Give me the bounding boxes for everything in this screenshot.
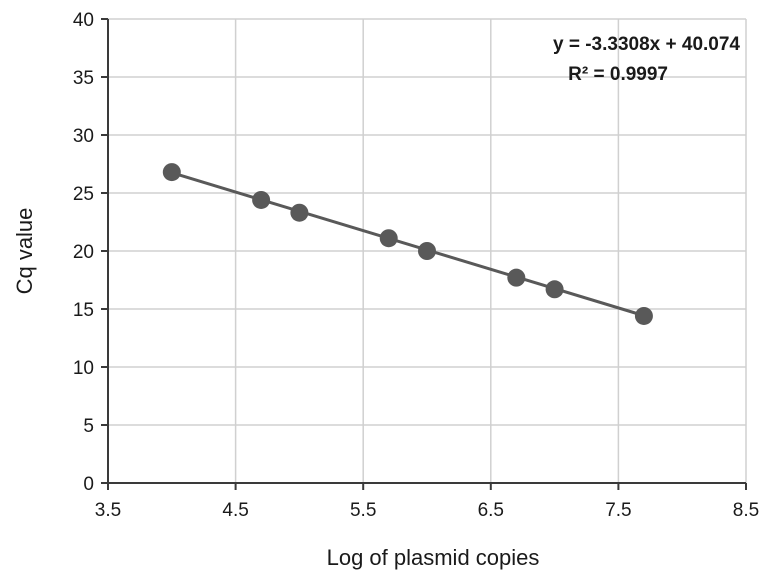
x-tick-label: 8.5: [733, 500, 759, 521]
y-tick-label: 10: [73, 358, 94, 379]
grid: [108, 18, 747, 483]
y-axis-title: Cq value: [12, 208, 37, 295]
y-tick-label: 25: [73, 184, 94, 205]
data-point: [418, 242, 436, 260]
trendline-layer: [171, 171, 645, 318]
y-tick-label: 20: [73, 242, 94, 263]
x-axis-title: Log of plasmid copies: [327, 545, 540, 570]
data-point: [379, 229, 398, 248]
data-point: [507, 268, 526, 287]
y-tick-label: 30: [73, 126, 94, 147]
equation-label: y = -3.3308x + 40.074: [553, 34, 740, 55]
y-tick-label: 35: [73, 68, 94, 89]
tick-labels: 0 5 10 15 20 25 30 35 40 3.5 4.5 5.5 6.5 7.5 8.5: [73, 10, 759, 521]
data-point: [162, 163, 181, 182]
data-point: [252, 190, 271, 209]
r-squared-label: R² = 0.9997: [568, 64, 668, 85]
x-tick-label: 7.5: [605, 500, 631, 521]
x-tick-label: 4.5: [222, 500, 248, 521]
data-points: [162, 163, 653, 325]
y-tick-label: 40: [73, 10, 94, 31]
data-point: [634, 306, 653, 325]
x-tick-label: 6.5: [478, 500, 504, 521]
data-point: [290, 203, 309, 222]
y-tick-label: 5: [83, 416, 94, 437]
trendline: [171, 171, 645, 318]
x-tick-label: 5.5: [350, 500, 376, 521]
y-tick-label: 15: [73, 300, 94, 321]
data-point: [545, 280, 564, 299]
x-tick-label: 3.5: [95, 500, 121, 521]
axes: [101, 18, 747, 490]
y-tick-label: 0: [83, 474, 94, 495]
